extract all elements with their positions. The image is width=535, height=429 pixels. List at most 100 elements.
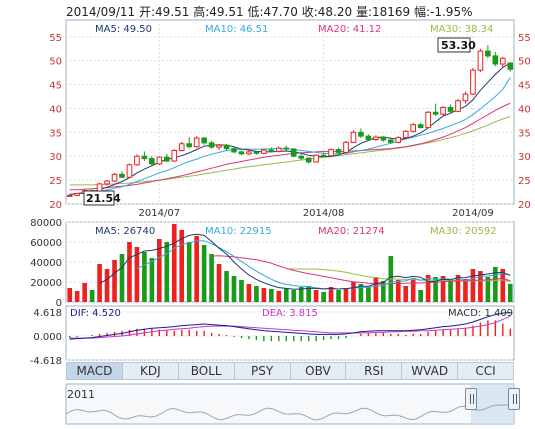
volume-legend-ma10: MA10: 22915	[205, 226, 272, 237]
volume-bar	[224, 271, 229, 302]
high-price-label: 53.30	[441, 39, 476, 52]
volume-bar	[201, 245, 207, 302]
tab-macd[interactable]: MACD	[67, 363, 123, 379]
indicator-tabs: MACD KDJ BOLL PSY OBV RSI WVAD CCI	[66, 362, 514, 380]
macd-ytick: 4.618	[33, 308, 62, 319]
candle-body	[305, 157, 312, 163]
volume-bar	[186, 242, 192, 302]
candle-body	[492, 55, 499, 65]
candle-body	[119, 173, 125, 178]
volume-legend-ma20: MA20: 21274	[318, 226, 385, 237]
candle-body	[186, 143, 193, 148]
candle-body	[387, 139, 394, 143]
tab-psy[interactable]: PSY	[235, 363, 291, 379]
volume-bar	[89, 290, 95, 302]
candle-body	[208, 142, 215, 148]
candle-body	[320, 154, 327, 157]
tab-wvad[interactable]: WVAD	[402, 363, 459, 379]
volume-bar	[403, 286, 409, 302]
candle-body	[201, 137, 207, 144]
price-ytick-left: 50	[49, 57, 62, 68]
volume-bar	[142, 252, 147, 302]
ma10-line	[69, 77, 511, 195]
price-ytick-right: 30	[518, 152, 531, 163]
volume-bar	[366, 287, 371, 302]
dif-line	[69, 312, 511, 340]
volume-bar	[470, 269, 476, 302]
macd-ytick: 0.000	[33, 332, 62, 343]
quote-close: 收:48.20	[301, 5, 353, 19]
volume-bar	[343, 288, 349, 302]
tab-kdj[interactable]: KDJ	[123, 363, 179, 379]
candle-body	[275, 147, 282, 152]
macd-legend-macd: MACD: 1.409	[448, 308, 513, 319]
candle-body	[178, 143, 185, 151]
volume-bar	[119, 254, 125, 302]
price-ytick-right: 45	[518, 81, 531, 92]
price-ytick-left: 40	[49, 104, 62, 115]
volume-bar	[283, 288, 289, 302]
volume-bar	[261, 288, 267, 302]
candle-body	[410, 124, 417, 132]
candle-body	[216, 144, 222, 148]
candle-body	[253, 151, 260, 154]
volume-bar	[351, 282, 356, 302]
candle-body	[350, 131, 357, 143]
volume-bar	[455, 275, 461, 302]
candle-body	[290, 148, 297, 157]
ma5-line	[69, 62, 511, 195]
volume-bar	[328, 287, 334, 302]
volume-bar	[269, 289, 274, 302]
volume-bar	[373, 277, 379, 302]
volume-legend-ma30: MA30: 20592	[430, 226, 497, 237]
price-ytick-right: 40	[518, 104, 531, 115]
volume-bar	[276, 291, 282, 302]
volume-bar	[291, 290, 297, 302]
ma20-line	[69, 102, 511, 191]
volume-bar	[478, 271, 483, 302]
candle-body	[373, 136, 379, 141]
low-price-box	[83, 190, 115, 206]
macd-legend-dea: DEA: 3.815	[262, 308, 318, 319]
candle-body	[149, 158, 155, 165]
price-legend-ma5: MA5: 49.50	[95, 24, 152, 35]
candle-body	[238, 151, 245, 155]
tab-cci[interactable]: CCI	[475, 364, 496, 378]
volume-bar	[433, 277, 438, 302]
candle-body	[499, 57, 506, 65]
candle-body	[261, 149, 267, 154]
volume-bar	[395, 280, 401, 302]
low-price-label: 21.54	[86, 192, 121, 205]
price-ytick-left: 45	[49, 81, 62, 92]
x-axis-label: 2014/08	[303, 208, 345, 219]
candle-body	[156, 156, 163, 165]
candle-body	[462, 93, 469, 102]
quote-header: 2014/09/11 开:49.51 高:49.51 低:47.70 收:48.…	[66, 3, 472, 20]
candle-body	[402, 130, 409, 139]
x-axis-label: 2014/09	[452, 208, 494, 219]
volume-bar	[209, 254, 214, 302]
dea-line	[69, 315, 511, 339]
volume-bar	[306, 286, 311, 302]
tab-rsi[interactable]: RSI	[346, 363, 403, 379]
tab-obv[interactable]: OBV	[291, 363, 347, 379]
volume-bar	[507, 283, 513, 302]
price-ytick-left: 55	[49, 33, 62, 44]
volume-bar	[164, 242, 170, 302]
tab-boll[interactable]: BOLL	[179, 363, 235, 379]
volume-bar	[104, 269, 110, 302]
candle-body	[485, 50, 491, 57]
macd-legend-dif: DIF: 4.520	[70, 308, 121, 319]
volume-bar	[194, 236, 199, 302]
candle-body	[111, 173, 118, 182]
ma30-line	[69, 116, 511, 186]
candle-body	[440, 106, 446, 115]
candle-body	[395, 137, 402, 143]
volume-bar	[67, 288, 73, 302]
navigator-right-handle[interactable]	[508, 388, 520, 410]
navigator-left-handle[interactable]	[465, 388, 477, 410]
navigator-frame	[65, 383, 515, 425]
volume-ytick: 0	[56, 298, 62, 309]
volume-bar	[463, 279, 468, 302]
